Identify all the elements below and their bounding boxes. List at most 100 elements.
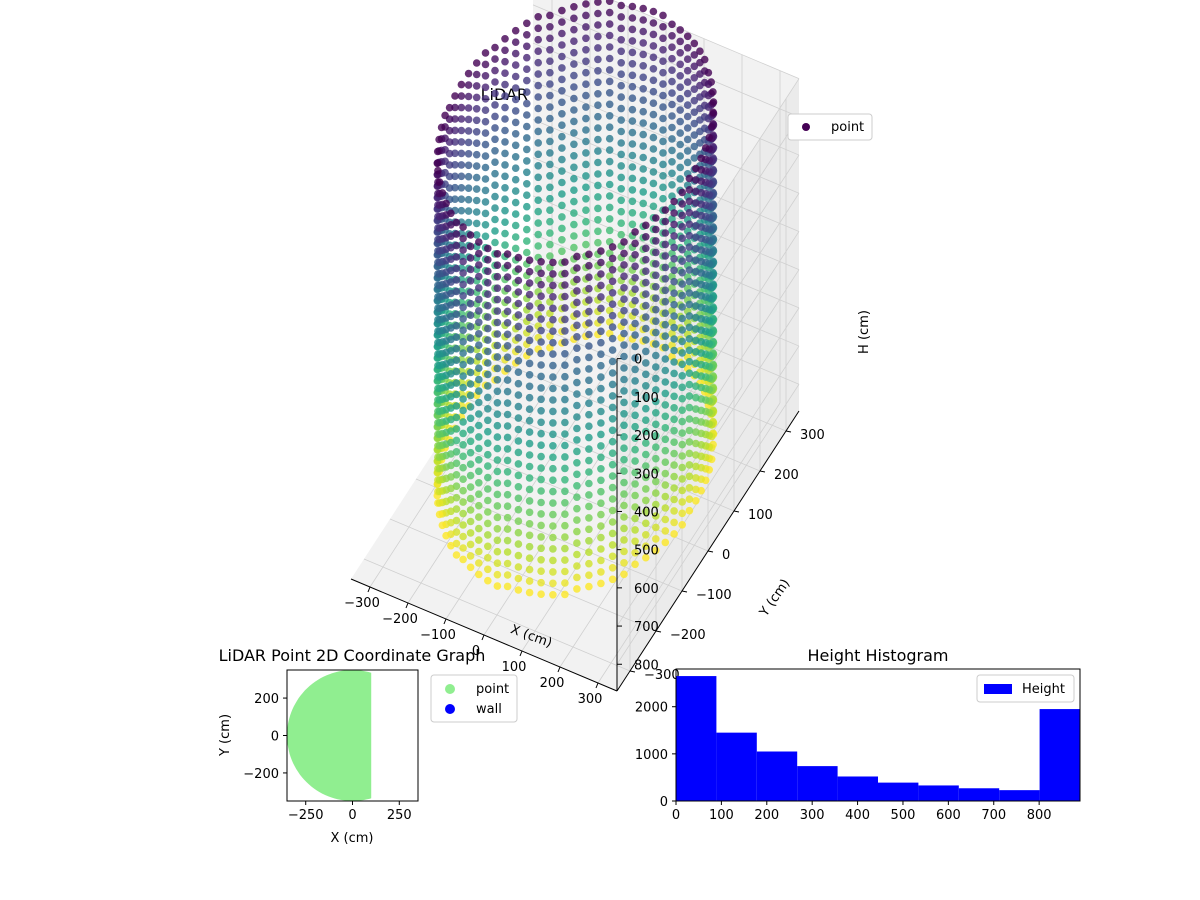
lidar-point: [561, 521, 569, 530]
lidar-point: [525, 554, 534, 562]
lidar-point: [484, 301, 492, 310]
lidar-point: [707, 123, 716, 131]
lidar-point: [561, 487, 569, 496]
lidar-point: [475, 387, 483, 395]
x-tick-label: −100: [420, 628, 456, 643]
lidar-point: [511, 61, 520, 69]
lidar-point: [683, 55, 692, 63]
lidar-point: [678, 257, 686, 266]
lidar-point: [549, 487, 557, 496]
lidar-point: [608, 300, 617, 309]
lidar-point: [670, 266, 678, 275]
lidar-point: [608, 311, 617, 320]
lidar-point: [582, 206, 590, 214]
lidar-point: [466, 540, 475, 549]
lidar-point: [493, 490, 502, 499]
lidar-point: [501, 80, 509, 89]
lidar-point: [546, 240, 554, 249]
lidar-point: [511, 84, 520, 92]
lidar-point: [668, 77, 676, 86]
lidar-point: [652, 328, 660, 337]
lidar-point: [525, 428, 534, 436]
lidar-point: [561, 567, 569, 576]
lidar-point: [642, 485, 650, 493]
lidar-point: [617, 207, 625, 216]
lidar-point: [678, 223, 686, 231]
lidar-point: [582, 11, 590, 20]
lidar-point: [585, 284, 593, 293]
lidar-point: [582, 195, 590, 203]
lidar-point: [594, 227, 602, 236]
lidar-point: [661, 424, 670, 432]
lidar-point: [549, 396, 557, 404]
lidar-point: [445, 103, 454, 112]
lidar-point: [537, 395, 545, 404]
lidar-point: [484, 347, 492, 356]
lidar-point: [597, 556, 605, 565]
lidar-point: [683, 89, 692, 98]
lidar-point: [514, 517, 523, 525]
lidar-point: [668, 20, 676, 29]
lidar-point: [594, 101, 602, 109]
lidar-point: [435, 396, 444, 404]
lidar-point: [670, 254, 678, 263]
lidar-point: [617, 59, 625, 67]
lidar-point: [514, 471, 523, 480]
lidar-point: [631, 342, 639, 351]
lidar-point: [475, 318, 483, 327]
lidar-point: [464, 92, 473, 101]
lidar-point: [561, 258, 569, 266]
lidar-point: [582, 80, 590, 88]
lidar-point: [617, 1, 625, 10]
histogram-xtick-label: 0: [672, 808, 680, 823]
lidar-point: [628, 94, 637, 102]
lidar-point: [659, 23, 667, 31]
lidar-point: [597, 293, 605, 301]
lidar-point: [597, 361, 605, 370]
lidar-point: [620, 341, 628, 349]
lidar-point: [523, 88, 531, 96]
chart-3d-legend: point: [787, 113, 873, 141]
lidar-point: [514, 494, 523, 503]
lidar-point: [692, 451, 700, 459]
lidar-point: [503, 387, 512, 396]
lidar-point: [537, 452, 545, 461]
lidar-point: [546, 46, 554, 54]
lidar-point: [661, 469, 670, 478]
lidar-point: [484, 508, 492, 516]
lidar-point: [659, 80, 667, 88]
lidar-point: [534, 24, 542, 33]
lidar-point: [659, 68, 667, 77]
x-tick-mark: [367, 586, 371, 593]
lidar-point: [676, 60, 684, 69]
y-tick-label: 0: [722, 548, 730, 563]
lidar-point: [525, 439, 534, 448]
lidar-point: [668, 158, 676, 166]
lidar-point: [670, 243, 678, 252]
lidar-point: [525, 520, 534, 528]
lidar-point: [570, 25, 578, 34]
lidar-point: [523, 76, 531, 85]
lidar-point: [678, 314, 686, 323]
lidar-point: [511, 244, 520, 253]
lidar-point: [678, 440, 686, 449]
lidar-point: [597, 281, 605, 290]
lidar-point: [617, 104, 625, 113]
lidar-point: [628, 105, 637, 114]
lidar-point: [481, 186, 490, 195]
chart-3d-tick-labels: −300−200−1000100200300−300−200−100010020…: [344, 353, 825, 707]
lidar-point: [661, 515, 670, 524]
lidar-point: [491, 238, 499, 247]
lidar-point: [466, 357, 475, 365]
lidar-point: [605, 157, 614, 166]
lidar-point: [649, 191, 658, 199]
lidar-point: [692, 371, 700, 379]
lidar-point: [661, 332, 670, 340]
lidar-point: [659, 46, 667, 54]
lidar-point: [670, 197, 678, 206]
lidar-point: [451, 172, 459, 181]
y-tick-mark: [785, 430, 792, 433]
grid-floor-y: [363, 558, 631, 672]
lidar-point: [642, 427, 650, 436]
lidar-point: [549, 315, 557, 324]
